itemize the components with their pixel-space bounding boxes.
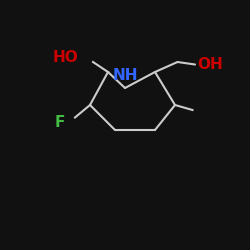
Text: NH: NH xyxy=(112,68,138,83)
Text: HO: HO xyxy=(52,50,78,64)
Text: OH: OH xyxy=(198,57,223,72)
Text: F: F xyxy=(54,115,65,130)
